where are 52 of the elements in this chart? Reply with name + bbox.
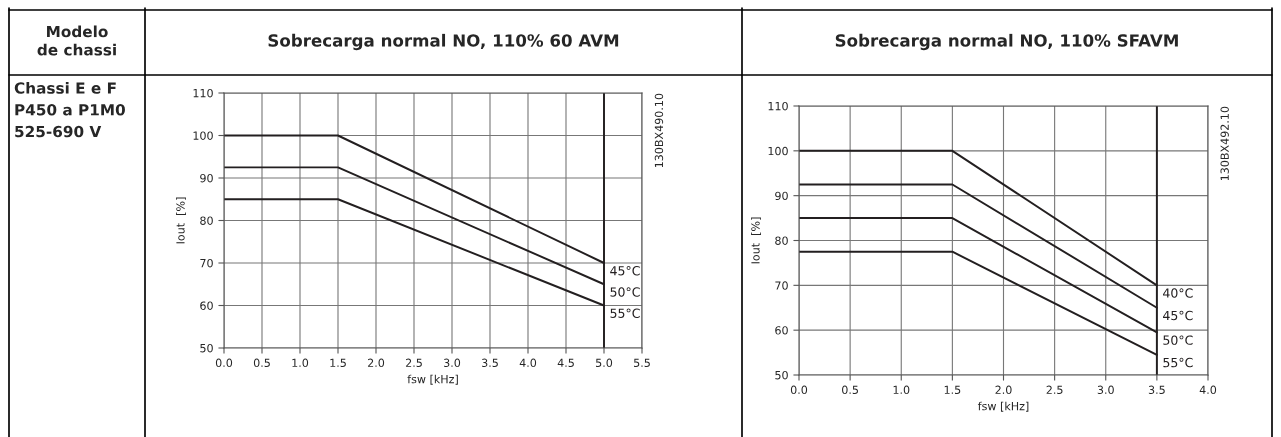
x-tick-label: 3.0 [1097, 385, 1114, 395]
y-tick-label: 50 [775, 370, 788, 380]
y-axis-title: Iout [%] [751, 217, 761, 264]
y-tick-label: 80 [775, 236, 788, 245]
text: 130BX492.10 [1220, 106, 1229, 181]
y-tick-label: 60 [200, 301, 213, 310]
x-tick-label: 4.0 [519, 358, 537, 368]
series-label: 50°C [1163, 335, 1193, 345]
x-tick-label: 1.0 [292, 358, 309, 368]
x-tick-label: 1.5 [330, 358, 346, 368]
x-tick-label: 0.5 [253, 358, 270, 368]
x-tick-label: 0.5 [842, 385, 858, 395]
y-tick-label: 80 [200, 216, 213, 225]
x-axis-title: fsw [kHz] [977, 401, 1029, 412]
y-tick-label: 70 [200, 258, 213, 268]
series-label: 40°C [1163, 288, 1193, 298]
y-tick-label: 90 [775, 191, 788, 201]
chart-title: Sobrecarga normal NO, 110% 60 AVM [268, 33, 619, 51]
x-tick-label: 2.0 [995, 385, 1012, 395]
x-tick-label: 2.5 [405, 358, 422, 368]
x-tick-label: 4.0 [1199, 385, 1217, 395]
y-tick-label: 90 [200, 173, 213, 183]
x-tick-label: 4.5 [557, 358, 574, 368]
series-label: 55°C [610, 308, 640, 318]
y-tick-label: 70 [775, 281, 788, 290]
x-tick-label: 3.5 [1148, 385, 1165, 395]
x-axis-title: fsw [kHz] [407, 374, 458, 385]
text: Chassi E e F P450 a P1M0 525-690 V [14, 82, 125, 138]
text: 130BX490.10 [654, 93, 664, 168]
x-tick-label: 2.0 [367, 358, 385, 368]
y-axis-title: Iout [%] [176, 197, 186, 244]
x-tick-label: 1.5 [944, 385, 961, 395]
series-label: 45°C [610, 266, 640, 276]
series-label: 45°C [1163, 310, 1193, 321]
x-tick-label: 3.5 [482, 358, 498, 368]
x-tick-label: 2.5 [1046, 385, 1063, 395]
series-label: 55°C [1163, 357, 1193, 368]
text: Modelo de chassi [37, 25, 116, 56]
series-label: 50°C [610, 287, 640, 297]
x-tick-label: 1.0 [893, 385, 910, 395]
x-tick-label: 5.5 [634, 358, 650, 368]
y-tick-label: 100 [193, 131, 213, 140]
x-tick-label: 0.0 [790, 385, 808, 395]
y-tick-label: 110 [193, 88, 213, 98]
y-tick-label: 60 [775, 326, 788, 335]
y-tick-label: 50 [200, 343, 213, 353]
x-tick-label: 3.0 [444, 358, 461, 368]
x-tick-label: 0.0 [215, 358, 233, 368]
y-tick-label: 110 [768, 101, 788, 111]
y-tick-label: 100 [768, 146, 788, 156]
chart-title: Sobrecarga normal NO, 110% SFAVM [835, 33, 1178, 51]
x-tick-label: 5.0 [596, 358, 613, 368]
